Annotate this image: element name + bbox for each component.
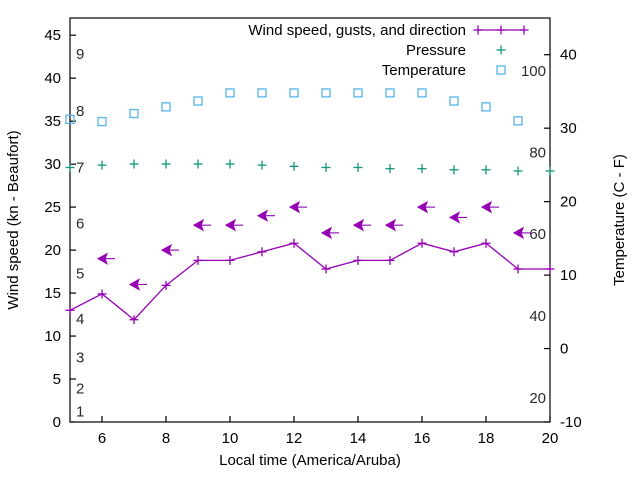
legend-label: Wind speed, gusts, and direction bbox=[248, 22, 466, 39]
plot-border bbox=[69, 17, 551, 423]
fahrenheit-label: 20 bbox=[529, 390, 546, 407]
y-axis-right-ticks: -10 0 10 20 30 40 bbox=[544, 47, 582, 431]
temperature-point bbox=[161, 102, 171, 112]
y2-tick-label: 0 bbox=[560, 341, 568, 358]
temperature-point bbox=[257, 88, 267, 98]
temperature-point bbox=[289, 88, 299, 98]
beaufort-label: 8 bbox=[76, 103, 84, 120]
x-axis-title: Local time (America/Aruba) bbox=[219, 452, 401, 469]
pressure-series bbox=[65, 159, 555, 176]
wind-speed-series bbox=[65, 238, 555, 325]
legend-temperature-symbol bbox=[496, 65, 506, 75]
temperature-point bbox=[449, 96, 459, 106]
x-axis-ticks: 6 8 10 12 14 16 18 20 bbox=[98, 416, 559, 447]
wind-direction-arrow bbox=[96, 252, 109, 265]
temperature-point bbox=[321, 88, 331, 98]
fahrenheit-label: 100 bbox=[521, 63, 546, 80]
y-tick-label: 0 bbox=[53, 414, 61, 431]
fahrenheit-label: 40 bbox=[529, 308, 546, 325]
y2-axis-title: Temperature (C - F) bbox=[611, 154, 628, 286]
temperature-point bbox=[481, 102, 491, 112]
beaufort-label: 5 bbox=[76, 265, 84, 282]
beaufort-label: 9 bbox=[76, 46, 84, 63]
x-tick-label: 16 bbox=[414, 430, 431, 447]
axis-titles: Local time (America/Aruba) Wind speed (kn… bbox=[5, 130, 628, 469]
wind-direction-arrow bbox=[384, 218, 397, 232]
beaufort-label: 7 bbox=[76, 160, 84, 177]
temperature-point bbox=[65, 114, 75, 125]
wind-direction-arrow bbox=[128, 278, 141, 291]
y-tick-label: 35 bbox=[44, 113, 61, 130]
fahrenheit-label: 80 bbox=[529, 144, 546, 161]
temperature-point bbox=[385, 88, 395, 98]
y-tick-label: 40 bbox=[44, 70, 61, 87]
wind-direction-arrow bbox=[512, 226, 525, 240]
wind-direction-arrow bbox=[480, 200, 493, 214]
temperature-point bbox=[97, 116, 107, 127]
temperature-point bbox=[417, 88, 427, 98]
y-tick-label: 20 bbox=[44, 242, 61, 259]
x-tick-label: 10 bbox=[222, 430, 239, 447]
fahrenheit-scale-labels: 20 40 60 80 100 bbox=[521, 63, 546, 407]
y-axis-left-ticks: 0 5 10 15 20 25 30 35 40 45 bbox=[44, 27, 76, 431]
plot-frame bbox=[69, 17, 551, 423]
beaufort-label: 6 bbox=[76, 215, 84, 232]
y2-tick-label: 10 bbox=[560, 267, 577, 284]
beaufort-label: 3 bbox=[76, 350, 84, 367]
x-tick-label: 20 bbox=[542, 430, 559, 447]
temperature-series bbox=[65, 88, 523, 127]
temperature-point bbox=[225, 88, 235, 98]
y-tick-label: 30 bbox=[44, 156, 61, 173]
wind-direction-arrow bbox=[288, 200, 301, 214]
x-tick-label: 14 bbox=[350, 430, 367, 447]
x-tick-label: 8 bbox=[162, 430, 170, 447]
y2-tick-label: 20 bbox=[560, 194, 577, 211]
wind-direction-arrow bbox=[320, 226, 333, 240]
y-tick-label: 15 bbox=[44, 285, 61, 302]
chart-legend[interactable]: Wind speed, gusts, and direction Pressure… bbox=[248, 22, 529, 79]
wind-speed-line bbox=[69, 242, 550, 321]
wind-direction-arrow bbox=[352, 218, 365, 232]
temperature-point bbox=[193, 96, 203, 106]
wind-direction-arrows bbox=[96, 200, 531, 291]
x-tick-label: 18 bbox=[478, 430, 495, 447]
temperature-point bbox=[513, 116, 523, 126]
temperature-point bbox=[353, 88, 363, 98]
y-tick-label: 25 bbox=[44, 199, 61, 216]
y-tick-label: 10 bbox=[44, 328, 61, 345]
beaufort-scale-labels: 1 2 3 4 5 6 7 8 9 bbox=[76, 46, 84, 421]
y2-tick-label: -10 bbox=[560, 414, 582, 431]
wind-direction-arrow bbox=[224, 218, 237, 232]
y2-tick-label: 30 bbox=[560, 120, 577, 137]
y-tick-label: 45 bbox=[44, 27, 61, 44]
wind-direction-arrow bbox=[160, 243, 173, 257]
wind-direction-arrow bbox=[192, 218, 205, 232]
x-tick-label: 12 bbox=[286, 430, 303, 447]
beaufort-label: 1 bbox=[76, 404, 84, 421]
y-axis-title: Wind speed (kn - Beaufort) bbox=[5, 130, 22, 309]
temperature-point bbox=[129, 108, 139, 119]
legend-label: Temperature bbox=[382, 62, 466, 79]
y2-tick-label: 40 bbox=[560, 47, 577, 64]
wind-direction-arrow bbox=[256, 209, 269, 222]
x-tick-label: 6 bbox=[98, 430, 106, 447]
beaufort-label: 4 bbox=[76, 311, 84, 328]
wind-direction-arrow bbox=[416, 200, 429, 214]
y-tick-label: 5 bbox=[53, 371, 61, 388]
wind-direction-arrow bbox=[448, 211, 461, 224]
beaufort-label: 2 bbox=[76, 380, 84, 397]
legend-label: Pressure bbox=[406, 42, 466, 59]
fahrenheit-label: 60 bbox=[529, 226, 546, 243]
